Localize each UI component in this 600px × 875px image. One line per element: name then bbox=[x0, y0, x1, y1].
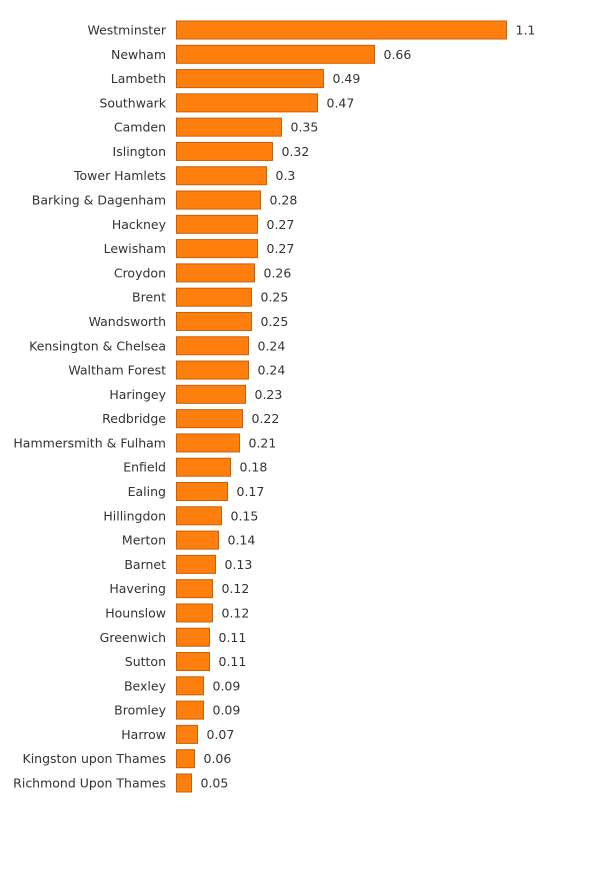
category-label: Waltham Forest bbox=[68, 363, 166, 378]
bar bbox=[176, 433, 240, 453]
data-label: 0.09 bbox=[213, 678, 241, 693]
data-label: 0.14 bbox=[228, 533, 256, 548]
bar bbox=[176, 384, 246, 404]
category-label: Havering bbox=[109, 581, 166, 596]
category-label: Hammersmith & Fulham bbox=[13, 435, 166, 450]
bar bbox=[176, 409, 243, 429]
bar bbox=[176, 360, 249, 380]
data-label: 0.24 bbox=[258, 363, 286, 378]
category-label: Southwark bbox=[99, 95, 166, 110]
data-label: 0.23 bbox=[255, 387, 283, 402]
data-label: 0.3 bbox=[276, 168, 296, 183]
bar bbox=[176, 263, 255, 283]
data-label: 0.32 bbox=[282, 144, 310, 159]
data-label: 1.1 bbox=[516, 23, 536, 38]
category-label: Lambeth bbox=[111, 71, 166, 86]
data-label: 0.24 bbox=[258, 338, 286, 353]
category-label: Islington bbox=[113, 144, 166, 159]
category-label: Barnet bbox=[124, 557, 166, 572]
bar bbox=[176, 652, 210, 672]
bar bbox=[176, 554, 216, 574]
data-label: 0.12 bbox=[222, 581, 250, 596]
data-label: 0.09 bbox=[213, 703, 241, 718]
category-label: Newham bbox=[111, 47, 166, 62]
bar bbox=[176, 141, 273, 161]
data-label: 0.35 bbox=[291, 120, 319, 135]
category-label: Lewisham bbox=[104, 241, 166, 256]
category-label: Hackney bbox=[112, 217, 167, 232]
bar bbox=[176, 336, 249, 356]
category-label: Greenwich bbox=[100, 630, 166, 645]
category-label: Hillingdon bbox=[103, 508, 166, 523]
bar bbox=[176, 749, 195, 769]
category-label: Westminster bbox=[87, 23, 166, 38]
category-label: Hounslow bbox=[105, 605, 166, 620]
category-label: Richmond Upon Thames bbox=[13, 775, 166, 790]
data-label: 0.12 bbox=[222, 605, 250, 620]
category-label: Ealing bbox=[128, 484, 166, 499]
category-label: Kingston upon Thames bbox=[23, 751, 166, 766]
category-label: Wandsworth bbox=[89, 314, 166, 329]
category-label: Redbridge bbox=[102, 411, 166, 426]
category-label: Bexley bbox=[124, 678, 167, 693]
bar bbox=[176, 239, 258, 259]
category-label: Tower Hamlets bbox=[73, 168, 166, 183]
data-label: 0.11 bbox=[219, 630, 247, 645]
bar bbox=[176, 482, 228, 502]
bar bbox=[176, 627, 210, 647]
data-label: 0.13 bbox=[225, 557, 253, 572]
bar bbox=[176, 214, 258, 234]
data-label: 0.66 bbox=[384, 47, 412, 62]
bar bbox=[176, 190, 261, 210]
data-label: 0.11 bbox=[219, 654, 247, 669]
data-label: 0.25 bbox=[261, 290, 289, 305]
category-label: Brent bbox=[132, 290, 166, 305]
category-label: Camden bbox=[114, 120, 166, 135]
data-label: 0.28 bbox=[270, 193, 298, 208]
data-label: 0.06 bbox=[204, 751, 232, 766]
data-label: 0.27 bbox=[267, 217, 295, 232]
bar bbox=[176, 287, 252, 307]
bar bbox=[176, 773, 192, 793]
data-label: 0.49 bbox=[333, 71, 361, 86]
bar bbox=[176, 166, 267, 186]
data-label: 0.22 bbox=[252, 411, 280, 426]
category-label: Kensington & Chelsea bbox=[29, 338, 166, 353]
bar bbox=[176, 700, 204, 720]
data-label: 0.17 bbox=[237, 484, 265, 499]
category-label: Bromley bbox=[114, 703, 166, 718]
bar bbox=[176, 44, 375, 64]
data-label: 0.27 bbox=[267, 241, 295, 256]
bar bbox=[176, 457, 231, 477]
category-label: Croydon bbox=[114, 265, 166, 280]
bar bbox=[176, 603, 213, 623]
bar bbox=[176, 311, 252, 331]
data-label: 0.07 bbox=[207, 727, 235, 742]
data-label: 0.15 bbox=[231, 508, 259, 523]
data-label: 0.21 bbox=[249, 435, 277, 450]
bar bbox=[176, 506, 222, 526]
bar bbox=[176, 117, 282, 137]
bar bbox=[176, 724, 198, 744]
bar bbox=[176, 69, 324, 89]
category-label: Haringey bbox=[109, 387, 166, 402]
data-label: 0.18 bbox=[240, 460, 268, 475]
bar bbox=[176, 93, 318, 113]
category-label: Harrow bbox=[121, 727, 166, 742]
category-label: Merton bbox=[122, 533, 166, 548]
data-label: 0.26 bbox=[264, 265, 292, 280]
data-label: 0.47 bbox=[327, 95, 355, 110]
bar bbox=[176, 530, 219, 550]
category-label: Enfield bbox=[123, 460, 166, 475]
category-label: Barking & Dagenham bbox=[32, 193, 166, 208]
category-label: Sutton bbox=[125, 654, 166, 669]
data-label: 0.05 bbox=[201, 775, 229, 790]
bar bbox=[176, 20, 507, 40]
bar bbox=[176, 579, 213, 599]
data-label: 0.25 bbox=[261, 314, 289, 329]
bar bbox=[176, 676, 204, 696]
